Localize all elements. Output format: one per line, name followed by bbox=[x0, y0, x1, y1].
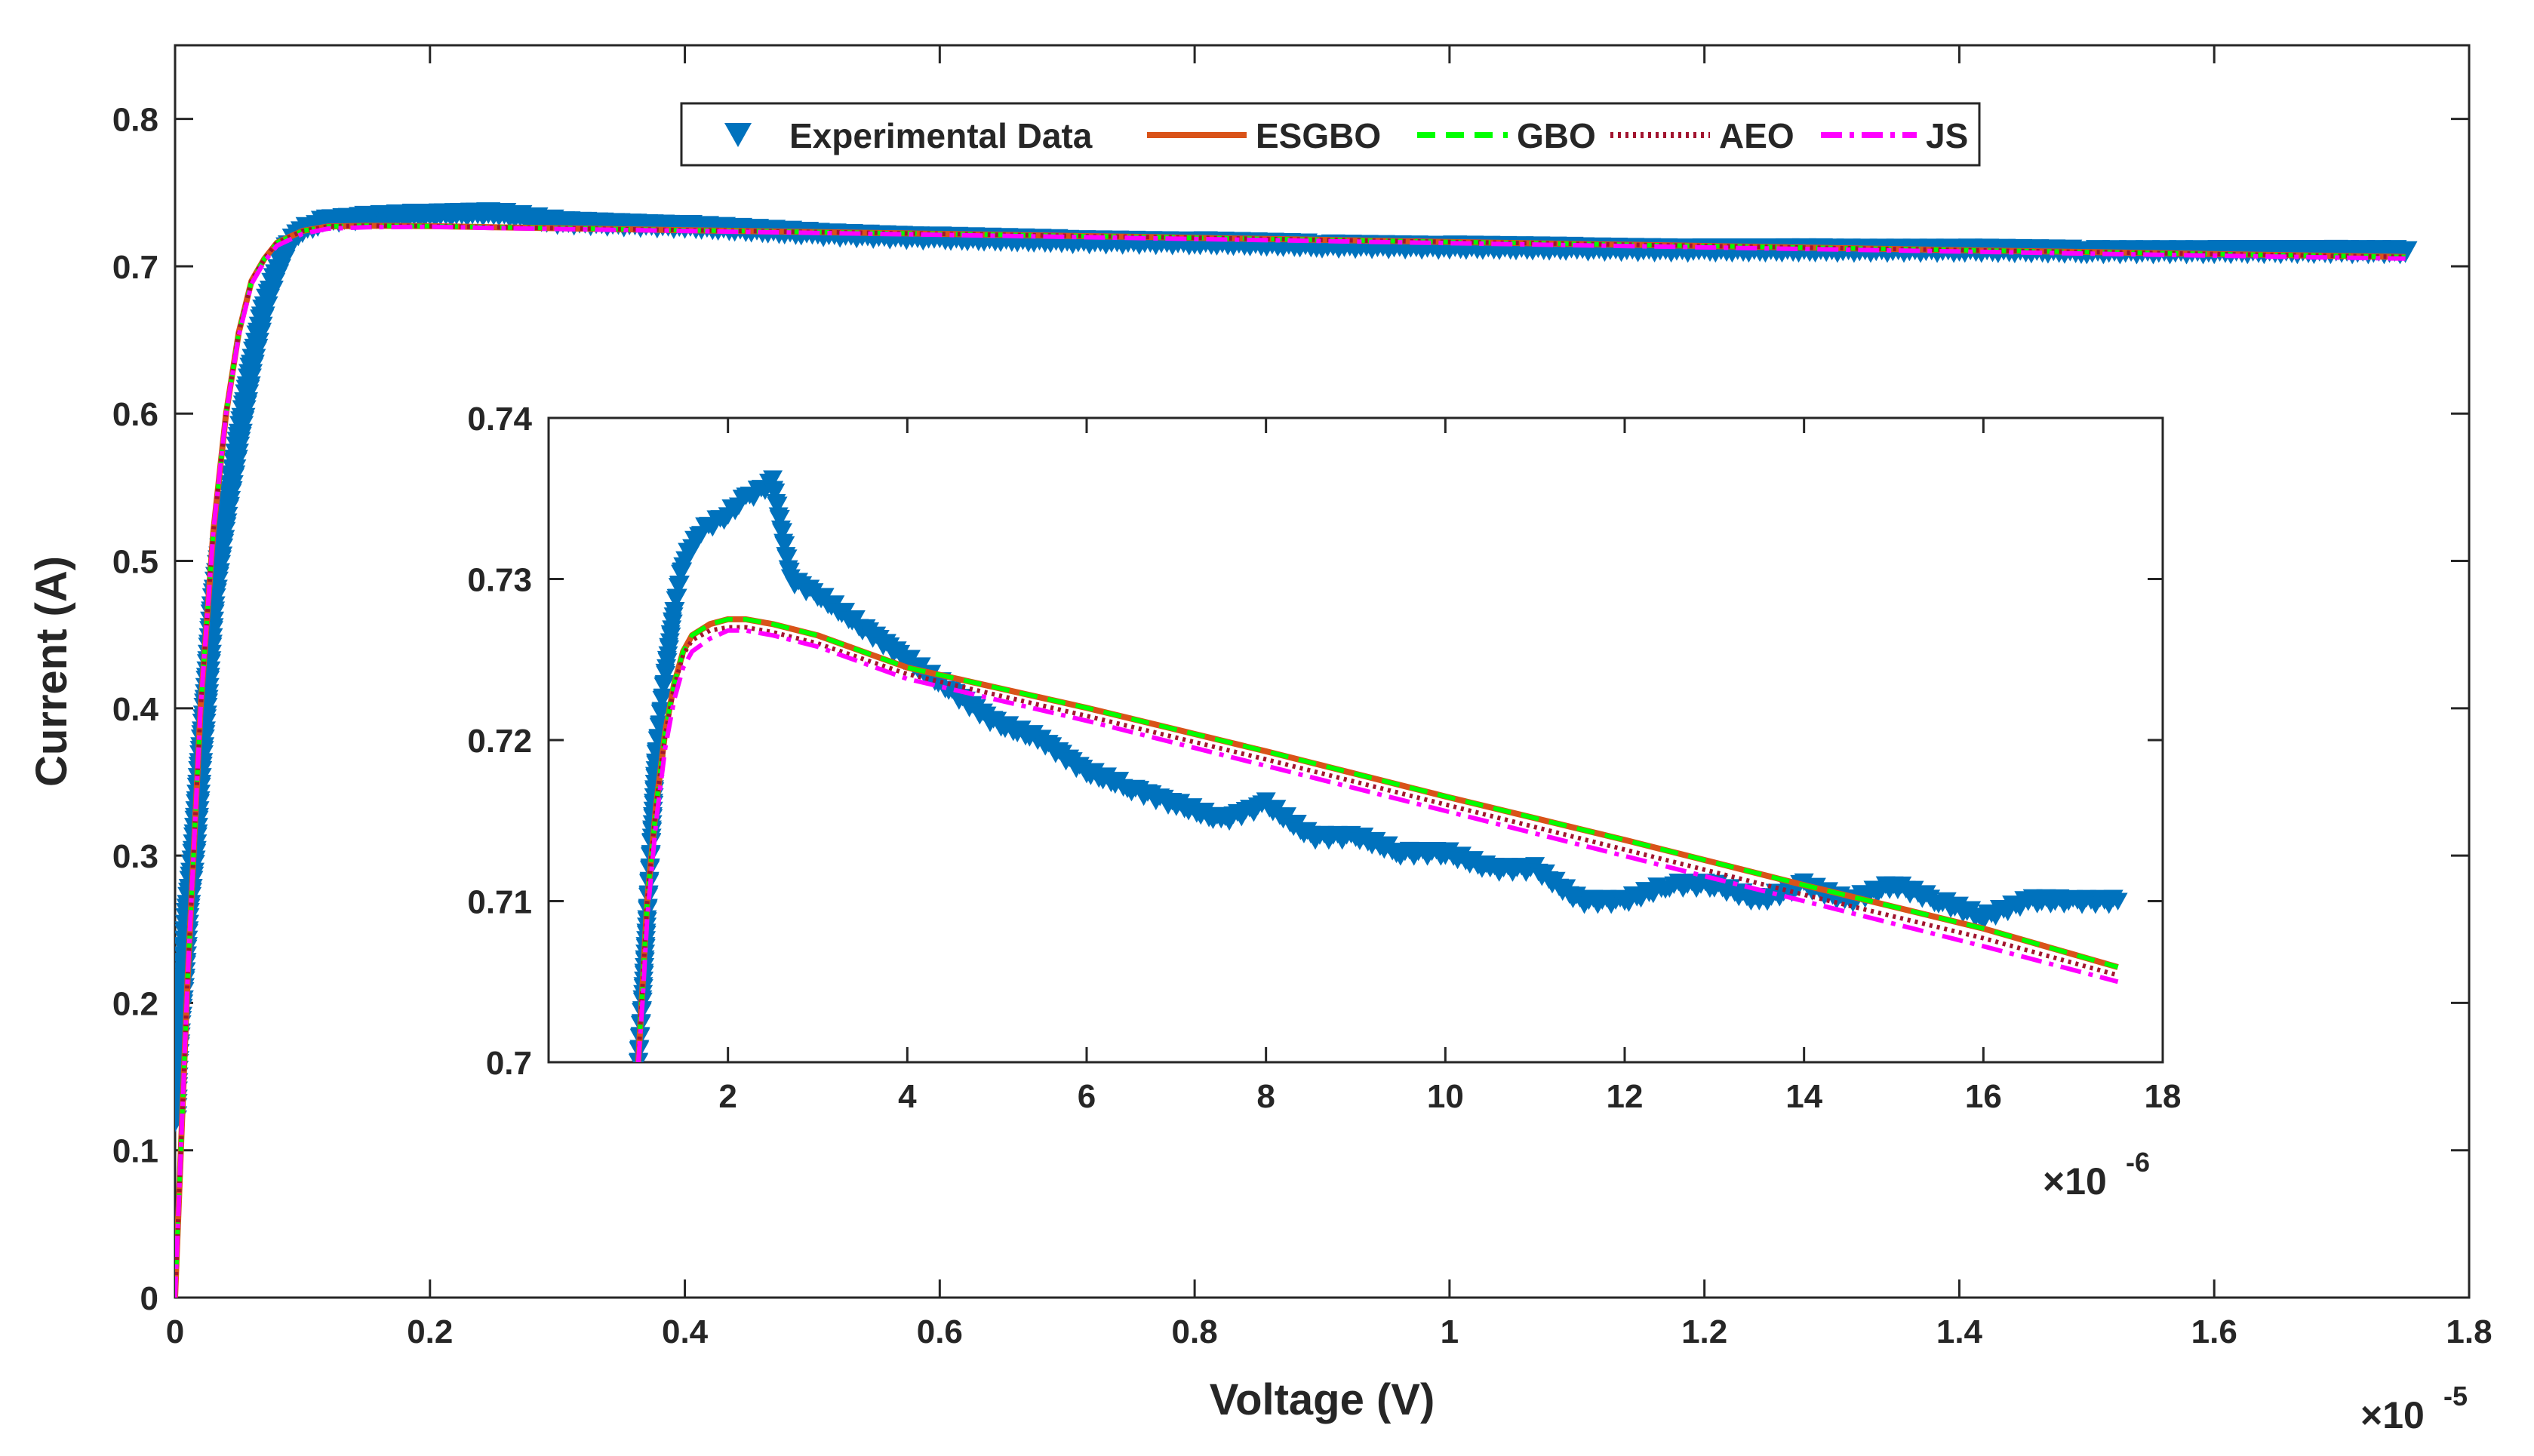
main-x-tick-label: 1.8 bbox=[2446, 1313, 2492, 1350]
main-data-point bbox=[2393, 241, 2418, 263]
legend-triangle-down-icon bbox=[724, 123, 752, 147]
inset-data-point bbox=[653, 688, 673, 707]
main-x-tick-label: 1 bbox=[1441, 1313, 1459, 1350]
inset-data-point bbox=[775, 536, 795, 554]
inset-data-point bbox=[773, 523, 793, 541]
inset-data-point bbox=[763, 470, 783, 488]
legend-entry-gbo: GBO bbox=[1417, 116, 1596, 155]
inset-x-exponent: ×10 -6 bbox=[2043, 1147, 2150, 1203]
main-y-tick-label: 0.5 bbox=[112, 544, 158, 581]
main-x-axis-label: Voltage (V) bbox=[1210, 1375, 1435, 1424]
main-x-tick-label: 0.2 bbox=[407, 1313, 453, 1350]
main-y-tick-label: 0.1 bbox=[112, 1133, 158, 1170]
legend-entry-aeo: AEO bbox=[1610, 116, 1794, 155]
legend-label-aeo: AEO bbox=[1719, 116, 1794, 155]
inset-data-point bbox=[767, 496, 788, 515]
main-y-tick-label: 0.7 bbox=[112, 249, 158, 286]
inset-data-point bbox=[669, 576, 690, 594]
legend-entry-js: JS bbox=[1821, 116, 1968, 155]
main-y-axis-label: Current (A) bbox=[27, 556, 76, 787]
inset-x-tick-label: 12 bbox=[1607, 1078, 1644, 1115]
main-y-tick-label: 0.3 bbox=[112, 838, 158, 875]
inset-x-tick-label: 8 bbox=[1256, 1078, 1275, 1115]
inset-y-tick-label: 0.74 bbox=[467, 401, 532, 438]
inset-y-tick-label: 0.7 bbox=[486, 1045, 532, 1082]
inset-x-tick-label: 14 bbox=[1785, 1078, 1822, 1115]
inset-data-point bbox=[765, 483, 786, 502]
legend-label-js: JS bbox=[1926, 116, 1968, 155]
legend-label-esgbo: ESGBO bbox=[1256, 116, 1381, 155]
inset-series-experimental-data bbox=[628, 470, 2128, 1062]
main-y-tick-label: 0.6 bbox=[112, 396, 158, 433]
main-x-tick-label: 1.4 bbox=[1936, 1313, 1983, 1350]
inset-x-exponent-base: ×10 bbox=[2043, 1160, 2107, 1203]
inset-data-point bbox=[777, 549, 798, 567]
main-x-tick-label: 0.4 bbox=[662, 1313, 709, 1350]
main-y-tick-label: 0.2 bbox=[112, 985, 158, 1022]
inset-data-point bbox=[2108, 892, 2128, 911]
legend-entry-experimental-data: Experimental Data bbox=[724, 116, 1093, 155]
main-series bbox=[175, 202, 2418, 1298]
main-axis-ticks: 0 0.2 0.4 0.6 0.8 1 1.2 1.4 1.6 1.8 0 0.1 0.2 0.3 0.4 0… bbox=[112, 45, 2492, 1350]
main-x-tick-label: 0.6 bbox=[917, 1313, 963, 1350]
main-x-tick-label: 1.6 bbox=[2191, 1313, 2237, 1350]
main-x-tick-label: 1.2 bbox=[1681, 1313, 1727, 1350]
inset-x-exponent-power: -6 bbox=[2126, 1147, 2150, 1178]
main-x-tick-label: 0 bbox=[166, 1313, 184, 1350]
main-y-tick-label: 0.4 bbox=[112, 691, 159, 728]
inset-data-point bbox=[665, 602, 685, 620]
inset-x-tick-label: 4 bbox=[898, 1078, 917, 1115]
main-x-exponent: ×10 -5 bbox=[2360, 1381, 2468, 1436]
inset-data-point bbox=[654, 674, 675, 693]
inset-data-point bbox=[770, 509, 790, 528]
inset-x-tick-label: 18 bbox=[2145, 1078, 2182, 1115]
legend: Experimental Data ESGBO GBO AEO JS bbox=[680, 102, 1981, 167]
inset-y-tick-label: 0.71 bbox=[467, 884, 532, 921]
inset-x-tick-label: 2 bbox=[718, 1078, 737, 1115]
inset-x-tick-label: 16 bbox=[1965, 1078, 2002, 1115]
inset-series-aeo bbox=[635, 625, 2119, 1062]
inset-data-point bbox=[667, 588, 687, 607]
inset-y-tick-label: 0.73 bbox=[467, 562, 532, 599]
inset-plot-frame bbox=[547, 416, 2164, 1064]
legend-label-experimental-data: Experimental Data bbox=[789, 116, 1093, 155]
inset-x-tick-label: 6 bbox=[1078, 1078, 1096, 1115]
inset-series-js bbox=[635, 628, 2119, 1062]
legend-label-gbo: GBO bbox=[1517, 116, 1596, 155]
inset-axis-ticks: 2 4 6 8 10 12 14 16 18 0.7 0.71 0.72 0.73 0.74 bbox=[467, 401, 2181, 1115]
legend-box bbox=[680, 102, 1981, 167]
main-y-tick-label: 0 bbox=[140, 1280, 158, 1317]
inset-series-gbo bbox=[635, 616, 2119, 1062]
inset-x-tick-label: 10 bbox=[1427, 1078, 1464, 1115]
main-x-exponent-power: -5 bbox=[2443, 1381, 2468, 1411]
main-series-js bbox=[175, 224, 2406, 1298]
main-y-tick-label: 0.8 bbox=[112, 102, 158, 139]
inset-data-point bbox=[651, 702, 672, 720]
main-x-exponent-base: ×10 bbox=[2360, 1394, 2425, 1436]
inset-series bbox=[628, 470, 2128, 1062]
inset-y-tick-label: 0.72 bbox=[467, 723, 532, 760]
main-x-tick-label: 0.8 bbox=[1172, 1313, 1218, 1350]
legend-entry-esgbo: ESGBO bbox=[1147, 116, 1381, 155]
